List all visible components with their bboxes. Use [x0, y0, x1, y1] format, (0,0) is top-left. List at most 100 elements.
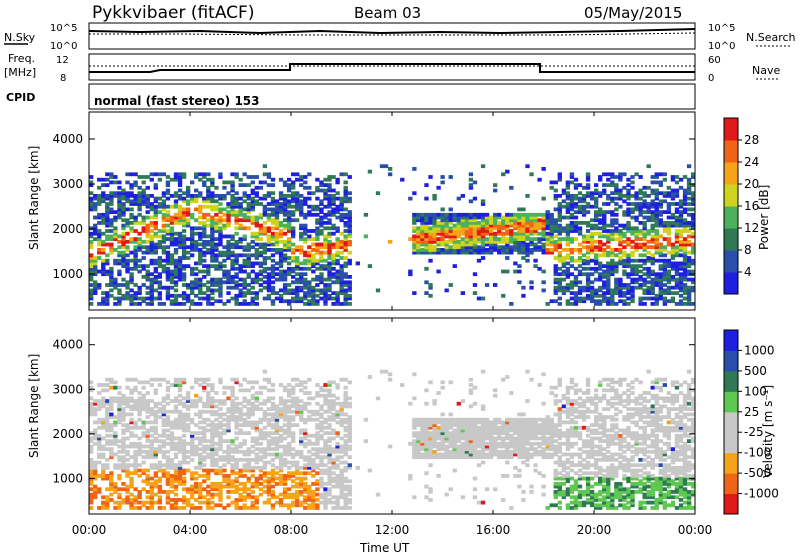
- velocity-cell: [113, 423, 118, 427]
- power-cell: [525, 245, 530, 250]
- velocity-cell: [117, 404, 122, 409]
- power-cell: [113, 194, 118, 198]
- power-cell: [428, 250, 433, 255]
- velocity-cell: [230, 455, 235, 460]
- power-cell: [585, 221, 591, 225]
- power-cell: [214, 226, 219, 231]
- power-cell: [234, 175, 239, 179]
- velocity-cell: [105, 487, 110, 492]
- power-cell: [541, 245, 546, 250]
- velocity-cell: [270, 417, 276, 422]
- power-cell: [234, 296, 239, 301]
- velocity-cell: [181, 412, 187, 417]
- power-cell: [654, 194, 659, 198]
- power-cell: [254, 256, 259, 260]
- power-cell: [690, 218, 696, 223]
- power-cell: [638, 283, 643, 287]
- power-cell: [594, 277, 599, 282]
- power-cell: [472, 196, 478, 201]
- velocity-cell: [303, 481, 308, 486]
- power-cell: [165, 272, 171, 277]
- power-cell: [222, 223, 227, 228]
- power-cell: [133, 248, 138, 252]
- power-cell: [480, 242, 486, 247]
- velocity-cell: [105, 476, 110, 481]
- power-cell: [165, 191, 171, 196]
- power-cell: [286, 266, 292, 271]
- velocity-cell: [262, 385, 268, 390]
- velocity-cell: [93, 436, 98, 441]
- power-cell: [210, 215, 215, 220]
- power-cell: [525, 250, 530, 255]
- velocity-cell: [173, 425, 179, 430]
- velocity-cell: [153, 492, 158, 497]
- power-cell: [157, 302, 163, 306]
- power-cell: [161, 191, 167, 196]
- power-cell: [646, 210, 651, 214]
- power-cell: [573, 237, 579, 241]
- velocity-cell: [133, 433, 138, 438]
- power-cell: [101, 221, 106, 225]
- power-cell: [424, 237, 429, 241]
- velocity-cell: [198, 439, 203, 444]
- power-cell: [662, 258, 668, 263]
- power-cell: [323, 234, 328, 239]
- power-cell: [440, 250, 445, 255]
- nsky-label: N.Sky: [4, 31, 36, 44]
- power-cell: [650, 280, 655, 285]
- power-cell: [238, 283, 243, 287]
- power-cell: [682, 272, 688, 277]
- velocity-cell: [218, 377, 223, 382]
- power-cell: [529, 280, 534, 285]
- power-cell: [565, 194, 571, 198]
- power-cell: [250, 239, 255, 244]
- velocity-cell: [121, 444, 126, 449]
- power-cell: [569, 291, 575, 295]
- power-cell: [89, 204, 94, 209]
- velocity-cell: [109, 433, 114, 438]
- velocity-cell: [303, 476, 308, 481]
- power-cell: [177, 207, 183, 212]
- velocity-cell: [190, 492, 195, 497]
- velocity-cell: [206, 409, 211, 414]
- power-cell: [666, 280, 672, 285]
- power-cell: [650, 239, 655, 244]
- power-cell: [626, 291, 631, 295]
- velocity-cell: [258, 433, 264, 438]
- power-cell: [339, 264, 344, 268]
- power-cell: [343, 221, 348, 225]
- velocity-cell: [270, 447, 276, 452]
- power-cell: [549, 185, 554, 190]
- velocity-cell: [222, 391, 227, 395]
- power-cell: [315, 226, 320, 231]
- power-cell: [258, 288, 264, 293]
- power-cell: [125, 261, 130, 266]
- velocity-cell: [198, 487, 203, 492]
- power-cell: [242, 258, 247, 263]
- power-cell: [339, 285, 344, 290]
- power-cell: [177, 261, 183, 266]
- power-cell: [533, 218, 538, 223]
- power-cell: [210, 250, 215, 255]
- power-cell: [448, 175, 453, 179]
- power-cell: [594, 204, 599, 209]
- power-cell: [654, 277, 659, 282]
- power-cell: [181, 283, 187, 287]
- power-cell: [513, 269, 518, 274]
- power-cell: [412, 237, 417, 241]
- power-cell: [497, 231, 502, 236]
- power-cell: [634, 202, 639, 206]
- power-cell: [658, 199, 663, 204]
- velocity-cell: [218, 498, 223, 502]
- power-cell: [177, 183, 183, 187]
- power-cell: [686, 202, 692, 206]
- power-cell: [557, 237, 562, 241]
- power-cell: [594, 248, 599, 252]
- velocity-cell: [165, 449, 171, 454]
- power-colorbar-segment: [724, 118, 738, 141]
- power-cell: [622, 250, 627, 255]
- velocity-cell: [145, 490, 150, 494]
- power-cell: [218, 285, 223, 290]
- power-cell: [286, 199, 292, 204]
- velocity-cell: [319, 463, 324, 468]
